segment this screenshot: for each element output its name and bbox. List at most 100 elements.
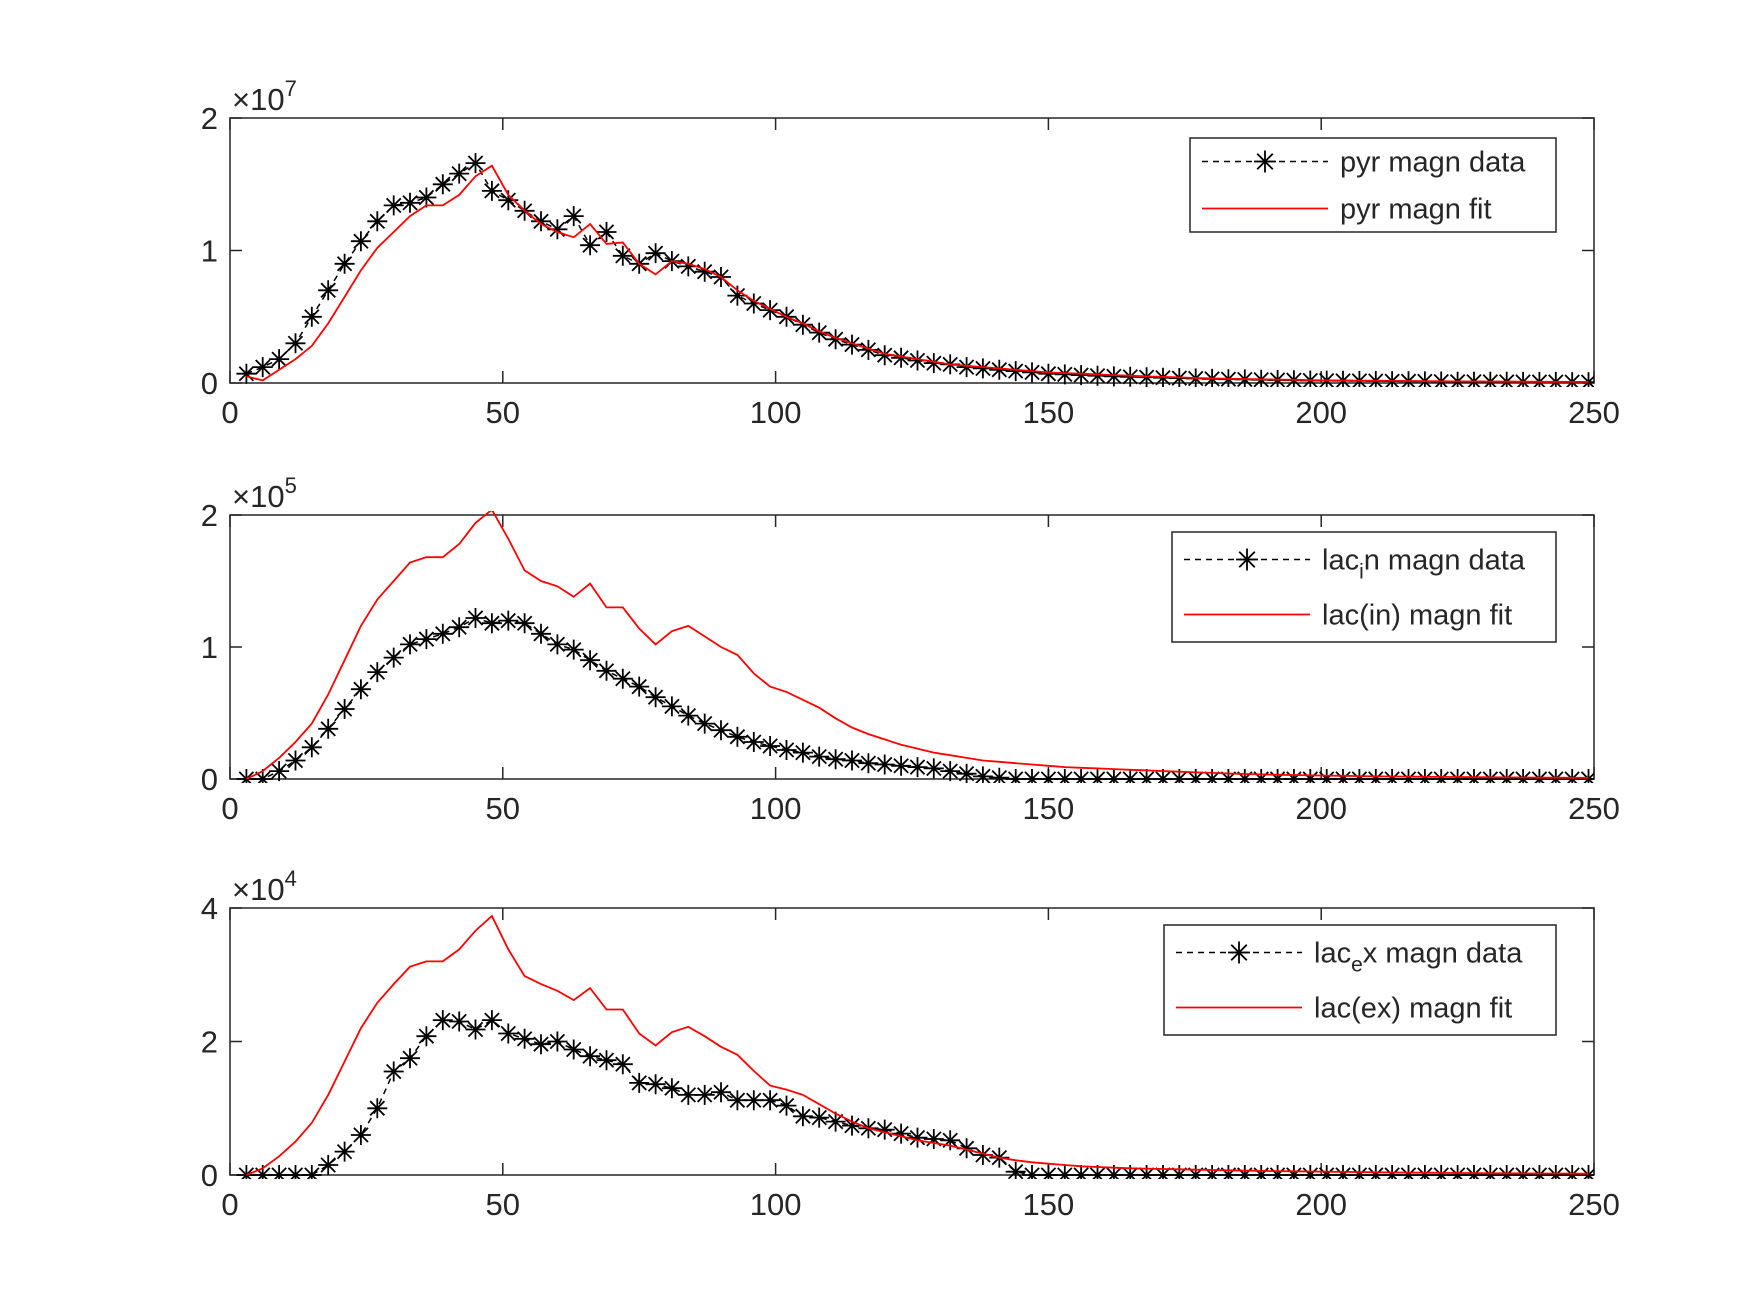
data-point — [515, 613, 535, 633]
data-point — [564, 206, 584, 226]
data-point — [253, 357, 273, 377]
legend-marker — [1236, 549, 1258, 571]
legend: pyr magn data pyr magn fit — [1190, 138, 1556, 232]
data-point — [858, 753, 878, 773]
data-point — [580, 1046, 600, 1066]
x-tick-label: 200 — [1295, 395, 1347, 430]
data-point — [973, 766, 993, 786]
data-point — [695, 1085, 715, 1105]
subplot-2: 0 50 100 150 200 250012×105lacin magn datalac… — [201, 473, 1620, 826]
data-point — [482, 1010, 502, 1030]
x-tick-label: 200 — [1295, 791, 1347, 826]
data-point — [1579, 1165, 1599, 1185]
data-point — [891, 1124, 911, 1144]
data-point — [613, 1054, 633, 1074]
x-tick-label: 50 — [486, 791, 520, 826]
x-tick-label: 0 — [221, 395, 238, 430]
data-point — [531, 1034, 551, 1054]
data-point — [531, 624, 551, 644]
x-tick-label: 100 — [750, 1187, 802, 1222]
data-point — [367, 211, 387, 231]
legend-label: lac(ex) magn fit — [1314, 993, 1512, 1025]
data-point — [940, 761, 960, 781]
legend-label: pyr magn data — [1340, 147, 1526, 179]
data-point — [416, 629, 436, 649]
data-point — [744, 732, 764, 752]
data-point — [580, 235, 600, 255]
data-point — [351, 231, 371, 251]
x-tick-label: 0 — [221, 1187, 238, 1222]
data-point — [449, 617, 469, 637]
x-tick-label: 150 — [1023, 395, 1075, 430]
data-point — [957, 764, 977, 784]
data-point — [547, 634, 567, 654]
x-tick-label: 50 — [486, 395, 520, 430]
x-tick-label: 250 — [1568, 791, 1620, 826]
data-point — [449, 1012, 469, 1032]
data-point — [318, 719, 338, 739]
data-point — [351, 679, 371, 699]
data-point — [908, 757, 928, 777]
data-point — [678, 706, 698, 726]
data-point — [564, 640, 584, 660]
data-point — [547, 1032, 567, 1052]
data-point — [351, 1125, 371, 1145]
y-tick-label: 1 — [201, 630, 218, 665]
data-point — [302, 1165, 322, 1185]
y-tick-label: 2 — [201, 1025, 218, 1060]
data-point — [646, 243, 666, 263]
data-point — [400, 1048, 420, 1068]
data-point — [580, 650, 600, 670]
y-tick-label: 2 — [201, 101, 218, 136]
data-point — [400, 634, 420, 654]
x-tick-label: 100 — [750, 395, 802, 430]
data-point — [384, 195, 404, 215]
data-point — [727, 727, 747, 747]
legend: lacex magn datalac(ex) magn fit — [1164, 925, 1556, 1035]
data-point — [989, 768, 1009, 788]
data-point — [302, 737, 322, 757]
data-point — [482, 181, 502, 201]
data-point — [449, 164, 469, 184]
data-point — [318, 280, 338, 300]
data-point — [335, 699, 355, 719]
x-tick-label: 200 — [1295, 1187, 1347, 1222]
data-point — [367, 1098, 387, 1118]
x-tick-label: 250 — [1568, 395, 1620, 430]
data-point — [629, 1073, 649, 1093]
data-point — [498, 611, 518, 631]
data-point — [367, 662, 387, 682]
data-point — [629, 677, 649, 697]
data-point — [891, 756, 911, 776]
legend-marker — [1254, 151, 1276, 173]
data-point — [400, 193, 420, 213]
data-point — [318, 1155, 338, 1175]
data-point — [597, 1050, 617, 1070]
data-point — [416, 1026, 436, 1046]
subplot-1: 0 50 100 150 200 250012×107pyr magn datapyr m… — [201, 76, 1620, 430]
data-point — [433, 174, 453, 194]
legend: lacin magn data lac(in) magn fit — [1172, 532, 1556, 642]
data-point — [433, 1010, 453, 1030]
data-point — [875, 1120, 895, 1140]
data-point — [498, 1024, 518, 1044]
y-tick-label: 4 — [201, 891, 218, 926]
data-point — [777, 1096, 797, 1116]
data-point — [335, 254, 355, 274]
data-point — [482, 613, 502, 633]
data-point — [466, 153, 486, 173]
data-point — [384, 1062, 404, 1082]
data-point — [646, 687, 666, 707]
legend-label: lac(in) magn fit — [1322, 600, 1512, 632]
legend-label: pyr magn fit — [1340, 194, 1492, 226]
data-point — [1006, 1162, 1026, 1182]
data-point — [597, 222, 617, 242]
data-point — [842, 751, 862, 771]
x-tick-label: 250 — [1568, 1187, 1620, 1222]
data-point — [826, 749, 846, 769]
data-point — [842, 335, 862, 355]
data-point — [466, 1020, 486, 1040]
y-tick-label: 1 — [201, 234, 218, 269]
x-tick-label: 150 — [1023, 1187, 1075, 1222]
data-point — [924, 758, 944, 778]
